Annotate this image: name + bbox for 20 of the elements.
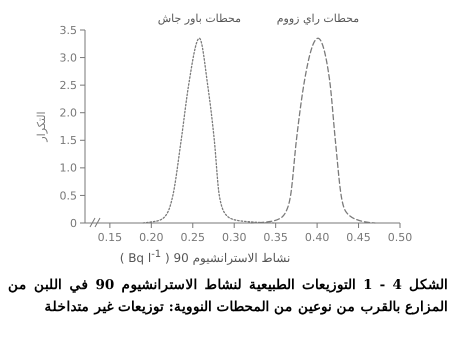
y-tick-label: 2.0 (60, 106, 77, 120)
x-tick-label: 0.50 (388, 231, 412, 244)
x-tick-label: 0.15 (98, 231, 122, 244)
x-tick-label: 0.40 (304, 231, 330, 244)
y-tick-label: 1.5 (60, 134, 77, 148)
x-tick-label: 0.25 (180, 231, 206, 244)
x-tick-label: 0.35 (263, 231, 288, 244)
text: الشكل 4 - 1 التوزيعات الطبيعية لنشاط الاسترانشيوم 90 في اللبن من المزارع بالقرب من نوعين من المحطات النووية: توزيعات غير متداخلة (8, 276, 448, 317)
x-tick-label: 0.30 (222, 231, 246, 244)
series-label: محطات باور جاش (158, 12, 242, 25)
y-tick-label: 0.5 (60, 189, 77, 202)
y-tick-label: 0 (70, 216, 77, 230)
x-tick-label: 0.45 (346, 231, 371, 244)
y-axis-title: التكرار (35, 111, 48, 143)
y-tick-label: 3.5 (60, 24, 77, 37)
x-tick-label: 0.20 (139, 231, 164, 244)
y-tick-label: 1.0 (60, 162, 77, 175)
y-tick-label: 2.5 (60, 78, 77, 92)
series-label: محطات راي زووم (276, 12, 360, 25)
y-tick-label: 3.0 (60, 51, 77, 64)
